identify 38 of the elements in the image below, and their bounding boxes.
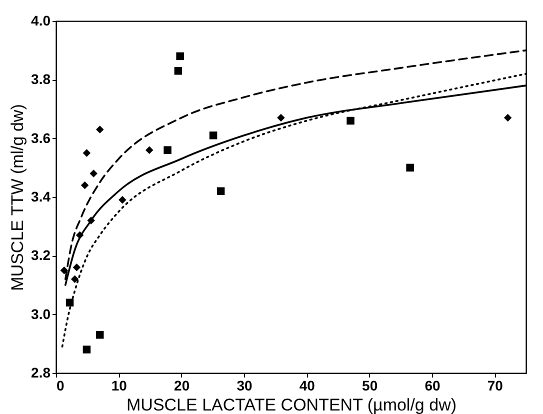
- point: [176, 52, 184, 60]
- x-tick-label: 10: [111, 378, 128, 394]
- point: [118, 196, 126, 204]
- point: [80, 181, 89, 190]
- y-tick-label: 3.8: [31, 71, 51, 88]
- point: [216, 187, 225, 196]
- x-tick-label: 20: [174, 378, 190, 394]
- point: [96, 330, 104, 339]
- y-tick-label: 3.0: [31, 306, 51, 322]
- y-tick-label: 4.0: [31, 12, 51, 28]
- x-axis-title: MUSCLE LACTATE CONTENT (µmol/g dw): [126, 396, 457, 414]
- y-tick-label: 3.2: [31, 247, 51, 264]
- point: [209, 132, 218, 140]
- point: [406, 164, 414, 172]
- point: [66, 298, 74, 306]
- x-tick-label: 60: [424, 378, 440, 394]
- point: [164, 146, 172, 154]
- point: [90, 170, 98, 178]
- point: [504, 114, 512, 122]
- y-tick-label: 2.8: [31, 364, 51, 380]
- point: [346, 116, 354, 125]
- point: [174, 66, 182, 75]
- point: [82, 149, 91, 157]
- x-tick-label: 30: [236, 378, 252, 394]
- x-tick-label: 0: [56, 378, 64, 394]
- x-tick-label: 70: [487, 378, 504, 394]
- point: [146, 146, 154, 154]
- x-tick-label: 50: [362, 378, 378, 394]
- y-axis-title: MUSCLE TTW (ml/g dw): [8, 104, 28, 291]
- point: [82, 346, 91, 354]
- point: [70, 275, 79, 284]
- point: [96, 126, 104, 134]
- point: [277, 114, 285, 122]
- point: [60, 266, 68, 274]
- y-tick-label: 3.6: [31, 130, 51, 146]
- point: [72, 264, 81, 272]
- y-tick-label: 3.4: [31, 188, 51, 204]
- x-tick-label: 40: [299, 378, 316, 394]
